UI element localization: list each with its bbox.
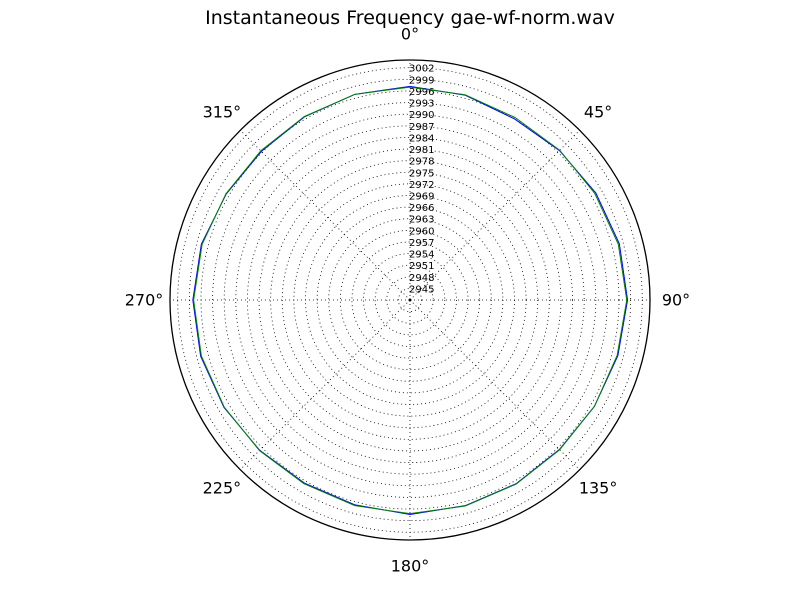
angle-label: 45° (584, 102, 612, 121)
angle-label: 270° (125, 291, 164, 310)
radial-grid-circle (351, 241, 469, 359)
radial-tick-label: 2966 (409, 203, 434, 214)
radial-grid-circle (328, 218, 492, 382)
radial-tick-label: 2987 (409, 122, 434, 133)
radial-grid-circle (258, 148, 562, 452)
polar-center (408, 298, 412, 302)
radial-grid-circle (247, 137, 573, 463)
radial-grid-circle (363, 253, 457, 347)
radial-grid-circle (339, 229, 481, 371)
radial-tick-label: 2948 (409, 273, 434, 284)
radial-grid-circle (397, 287, 423, 313)
radial-tick-label: 2951 (409, 261, 434, 272)
radial-grid-circle (374, 264, 446, 336)
radial-tick-label: 2975 (409, 168, 434, 179)
angle-label: 315° (203, 102, 242, 121)
radial-grid-circle (212, 102, 608, 498)
angular-grid-line (409, 299, 580, 470)
angle-label: 225° (203, 479, 242, 498)
radial-tick-label: 2945 (409, 284, 434, 295)
angle-label: 0° (401, 25, 419, 44)
angular-grid-line (240, 130, 411, 301)
radial-tick-label: 2972 (409, 180, 434, 191)
radial-tick-label: 2996 (409, 87, 434, 98)
radial-tick-label: 2963 (409, 215, 434, 226)
radial-grid-circle (235, 125, 585, 475)
radial-tick-label: 2969 (409, 191, 434, 202)
radial-grid-circle (386, 276, 434, 324)
radial-tick-label: 2978 (409, 157, 434, 168)
radial-grid-circle (270, 160, 550, 440)
radial-tick-label: 2981 (409, 145, 434, 156)
angle-label: 90° (662, 291, 690, 310)
angular-grid-line (409, 130, 580, 301)
radial-tick-label: 3002 (409, 64, 434, 75)
radial-tick-label: 2954 (409, 250, 434, 261)
angle-label: 135° (579, 479, 618, 498)
radial-tick-label: 2990 (409, 110, 434, 121)
radial-grid-circle (281, 171, 539, 429)
angle-label: 180° (391, 557, 430, 576)
radial-grid-circle (223, 113, 597, 487)
polar-frame (169, 59, 651, 541)
angular-grid-line (240, 299, 411, 470)
radial-tick-label: 2957 (409, 238, 434, 249)
radial-tick-label: 2984 (409, 133, 434, 144)
radial-grid-circle (200, 90, 620, 510)
chart-title: Instantaneous Frequency gae-wf-norm.wav (205, 7, 615, 29)
radial-tick-label: 2993 (409, 99, 434, 110)
radial-tick-label: 2999 (409, 75, 434, 86)
series-line-2 (193, 86, 628, 515)
radial-tick-label: 2960 (409, 226, 434, 237)
